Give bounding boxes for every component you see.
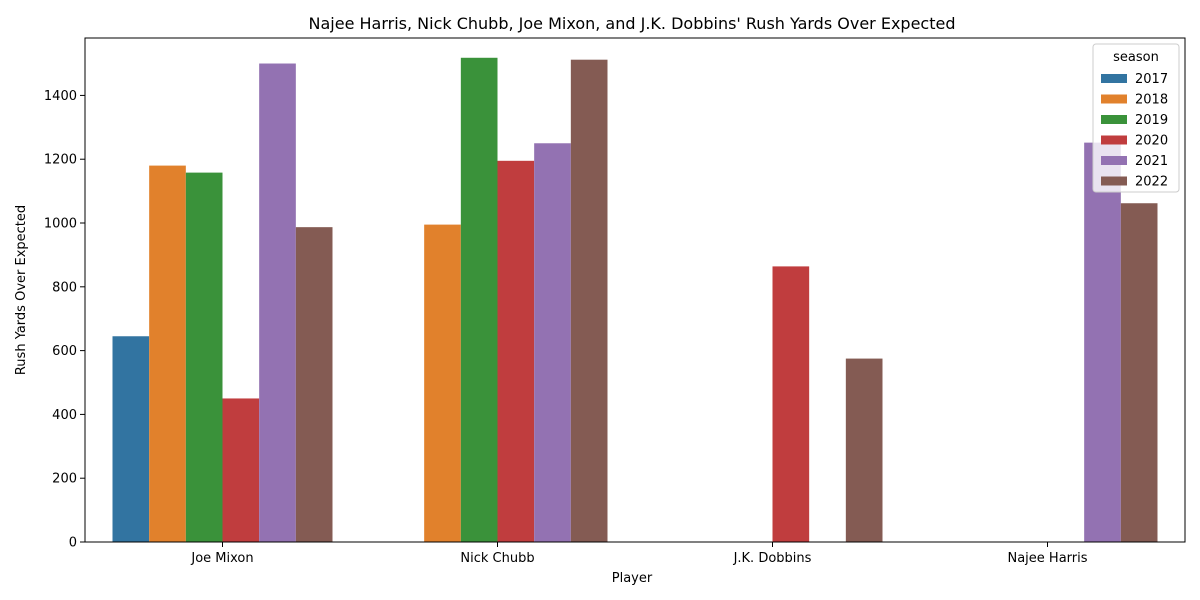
plot-frame [84, 37, 1186, 543]
bar-2022-nick-chubb [570, 59, 608, 543]
legend-swatch [1101, 115, 1127, 124]
bar-2019-joe-mixon [185, 172, 223, 542]
bar-2020-joe-mixon [222, 398, 260, 542]
y-tick-label: 1000 [44, 217, 77, 232]
y-tick-label: 600 [52, 344, 77, 359]
x-tick-label: J.K. Dobbins [733, 551, 812, 566]
y-axis-ticks: 0 200 400 600 800 1000 1200 1400 [44, 89, 85, 551]
legend-swatch [1101, 135, 1127, 145]
legend-swatch [1101, 94, 1127, 104]
legend-label: 2019 [1135, 113, 1168, 128]
bar-2020-nick-chubb [497, 160, 535, 542]
legend-label: 2020 [1135, 134, 1168, 149]
bar-2021-najee-harris [1084, 142, 1121, 542]
legend-label: 2017 [1135, 72, 1168, 87]
y-tick-label: 800 [52, 280, 77, 295]
bar-2017-joe-mixon [112, 336, 150, 542]
legend: season 2017 2018 2019 2020 2021 2022 [1092, 43, 1180, 193]
bar-2021-nick-chubb [534, 143, 571, 543]
x-axis-ticks: Joe Mixon Nick Chubb J.K. Dobbins Najee Har… [190, 542, 1088, 566]
y-tick-label: 200 [52, 472, 77, 487]
chart-title: Najee Harris, Nick Chubb, Joe Mixon, and… [309, 14, 956, 33]
y-tick-label: 1400 [44, 89, 77, 104]
legend-title: season [1113, 50, 1159, 65]
legend-label: 2021 [1135, 154, 1168, 169]
bar-2020-j-k-dobbins [772, 266, 810, 542]
legend-swatch [1101, 74, 1127, 83]
x-tick-label: Nick Chubb [460, 551, 534, 566]
y-tick-label: 400 [52, 408, 77, 423]
y-axis-title: Rush Yards Over Expected [14, 205, 29, 375]
bar-2018-nick-chubb [424, 224, 461, 542]
bar-2021-joe-mixon [259, 63, 296, 543]
bar-2022-joe-mixon [295, 227, 333, 543]
bar-2022-j-k-dobbins [845, 358, 883, 542]
bar-2019-nick-chubb [460, 57, 498, 542]
y-tick-label: 1200 [44, 153, 77, 168]
x-tick-label: Najee Harris [1007, 551, 1087, 566]
legend-swatch [1101, 176, 1127, 186]
legend-swatch [1101, 156, 1127, 165]
x-tick-label: Joe Mixon [190, 551, 253, 566]
x-axis-title: Player [612, 571, 653, 586]
bars-group [112, 57, 1158, 543]
legend-label: 2018 [1135, 93, 1168, 108]
bar-2018-joe-mixon [149, 165, 186, 542]
bar-2022-najee-harris [1120, 203, 1158, 542]
y-tick-label: 0 [69, 536, 77, 551]
legend-label: 2022 [1135, 175, 1168, 190]
